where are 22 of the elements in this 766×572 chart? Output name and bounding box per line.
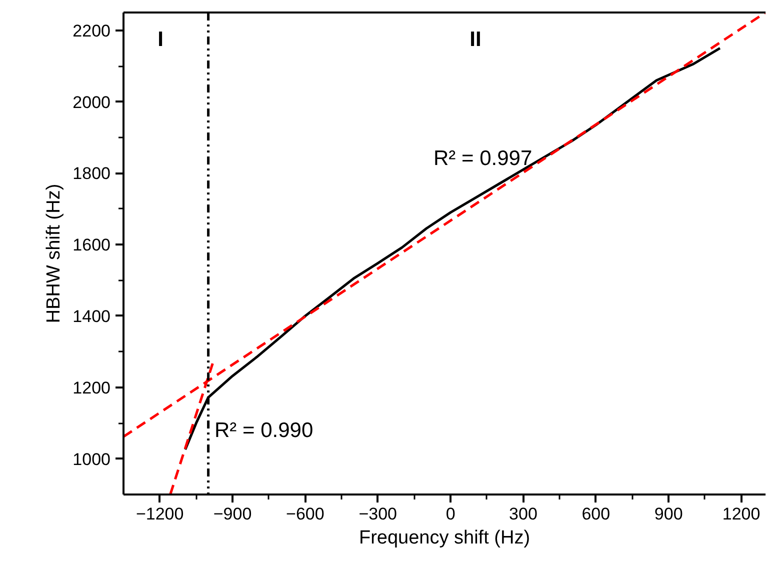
y-tick-label: 1000 — [72, 450, 111, 469]
x-tick-label: −900 — [213, 504, 252, 524]
y-axis-title: HBHW shift (Hz) — [44, 184, 65, 324]
x-tick-label: 0 — [446, 504, 456, 524]
y-tick-label: 2000 — [72, 92, 111, 112]
y-tick-label: 1200 — [72, 378, 111, 398]
x-tick-label: 600 — [582, 504, 610, 524]
x-tick-label: −1200 — [136, 504, 184, 524]
annotation: I — [158, 28, 164, 51]
y-tick-label: 1600 — [72, 236, 111, 255]
x-tick-label: 1200 — [722, 504, 760, 524]
annotation: R² = 0.990 — [214, 419, 314, 442]
x-axis-title: Frequency shift (Hz) — [358, 528, 530, 548]
y-tick-label: 1800 — [72, 164, 111, 184]
x-tick-label: −300 — [358, 504, 398, 524]
y-tick-label: 2200 — [72, 21, 111, 40]
x-tick-label: −600 — [286, 504, 324, 524]
x-tick-label: 900 — [654, 504, 683, 524]
x-tick-label: 300 — [509, 504, 538, 524]
annotation: R² = 0.997 — [434, 147, 532, 170]
y-tick-label: 1400 — [72, 306, 111, 326]
annotation: II — [470, 28, 482, 51]
